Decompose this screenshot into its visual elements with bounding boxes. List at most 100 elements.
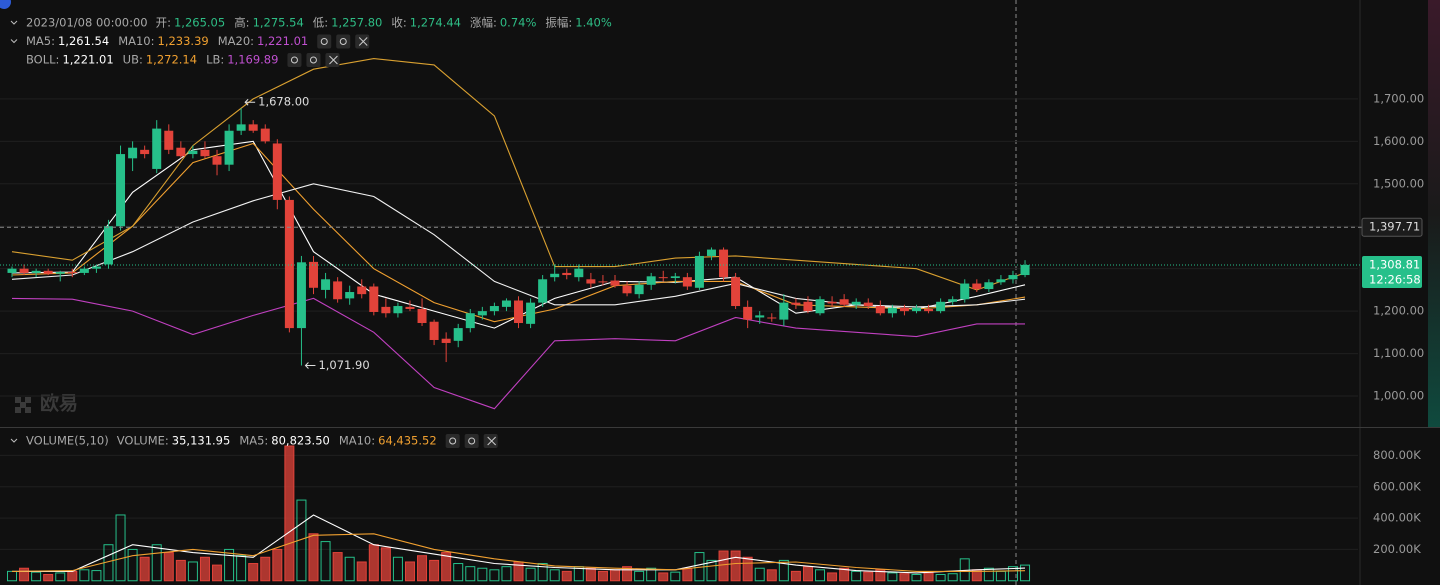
candle-body xyxy=(658,277,668,279)
volume-bar xyxy=(284,445,295,582)
candle-body xyxy=(393,306,403,314)
candle-body xyxy=(791,302,801,305)
candle-body xyxy=(526,302,536,324)
legend-value: 35,131.95 xyxy=(172,434,231,448)
chevron xyxy=(10,20,18,25)
candle-body xyxy=(176,147,186,157)
y-tick-label: 1,200.00 xyxy=(1373,304,1424,318)
candle-body xyxy=(1020,264,1030,276)
volume-bar xyxy=(272,548,283,582)
legend-label: MA5: xyxy=(239,434,268,448)
legend-icon-x xyxy=(329,55,338,65)
legend-value: 0.74% xyxy=(500,16,537,30)
candle-body xyxy=(441,338,451,343)
volume-bar xyxy=(983,567,994,582)
candle-body xyxy=(116,154,126,227)
volume-bar xyxy=(187,561,198,582)
volume-bar xyxy=(356,561,367,582)
volume-bar xyxy=(380,547,391,582)
legend-label: MA10: xyxy=(118,34,154,48)
chevron xyxy=(10,438,18,443)
y-tick-label: 1,600.00 xyxy=(1373,134,1424,148)
volume-bar xyxy=(31,571,42,582)
crosshair-label: 1,397.71 xyxy=(1369,220,1420,234)
volume-bar xyxy=(899,573,910,582)
candle-body xyxy=(610,280,620,286)
candle-body xyxy=(103,226,113,265)
volume-bar xyxy=(392,556,403,582)
candle-body xyxy=(670,276,680,279)
volume-bar xyxy=(320,541,331,582)
candle-body xyxy=(948,299,958,302)
candle-body xyxy=(188,150,198,155)
candle-body xyxy=(248,124,258,131)
indicator-line xyxy=(12,514,1026,574)
volume-bar xyxy=(742,556,753,582)
volume-tick-label: 400.00K xyxy=(1373,511,1421,525)
volume-bar xyxy=(887,572,898,582)
volume-bar xyxy=(754,567,765,582)
volume-bar xyxy=(260,556,271,582)
volume-bar xyxy=(163,552,174,582)
volume-bar xyxy=(417,555,428,582)
volume-bar xyxy=(501,566,512,582)
volume-bar xyxy=(815,569,826,582)
candle-body xyxy=(272,143,282,200)
volume-bar xyxy=(718,550,729,582)
volume-bar xyxy=(827,572,838,582)
candle-body xyxy=(200,149,210,157)
candle-body xyxy=(357,286,367,295)
legend-icon-x xyxy=(487,436,497,446)
legend-icon-glyph xyxy=(309,56,317,64)
last-price-label: 1,308.81 xyxy=(1369,257,1420,271)
y-tick-label: 1,100.00 xyxy=(1373,346,1424,360)
volume-bar xyxy=(441,552,452,582)
legend-lead: 2023/01/08 00:00:00 xyxy=(26,16,148,30)
candle-body xyxy=(887,307,897,314)
volume-bar xyxy=(368,544,379,582)
candle-body xyxy=(19,268,29,273)
candle-body xyxy=(31,270,41,273)
volume-bar xyxy=(646,567,657,582)
legend-value: 1.40% xyxy=(575,16,612,30)
volume-bar xyxy=(175,559,186,582)
watermark-icon xyxy=(20,402,26,408)
volume-bar xyxy=(525,567,536,582)
candle-body xyxy=(381,306,391,314)
candle-body xyxy=(7,268,17,273)
watermark-icon xyxy=(15,397,21,403)
candle-body xyxy=(55,272,65,274)
annotation: 1,071.90 xyxy=(318,358,369,372)
volume-bar xyxy=(127,548,138,582)
volume-bar xyxy=(549,569,560,582)
candle-body xyxy=(875,306,885,314)
legend-label: 振幅: xyxy=(545,16,572,30)
candle-body xyxy=(489,306,499,312)
volume-bar xyxy=(151,544,162,582)
candle-body xyxy=(550,273,560,278)
volume-bar xyxy=(139,556,150,582)
legend-label: 收: xyxy=(391,16,406,30)
volume-bar xyxy=(935,574,946,582)
indicator-line xyxy=(11,142,1026,323)
candle-body xyxy=(562,272,572,276)
legend-value: 1,265.05 xyxy=(174,16,225,30)
legend-lead: VOLUME(5,10) xyxy=(26,434,109,448)
candle-body xyxy=(755,315,765,318)
legend-icon-glyph xyxy=(320,38,328,45)
candle-body xyxy=(634,284,644,295)
volume-bar xyxy=(332,552,343,582)
volume-bar xyxy=(236,555,247,582)
candle-body xyxy=(924,309,934,312)
legend-icon xyxy=(336,34,351,49)
volume-bar xyxy=(561,570,572,582)
candle-body xyxy=(586,279,596,284)
candle-body xyxy=(646,276,656,285)
volume-bar xyxy=(622,566,633,582)
crosshair-label-box xyxy=(1361,217,1423,237)
candle-body xyxy=(164,130,174,150)
candle-body xyxy=(140,149,150,155)
volume-bar xyxy=(730,550,741,582)
legend-value: 64,435.52 xyxy=(378,434,437,448)
